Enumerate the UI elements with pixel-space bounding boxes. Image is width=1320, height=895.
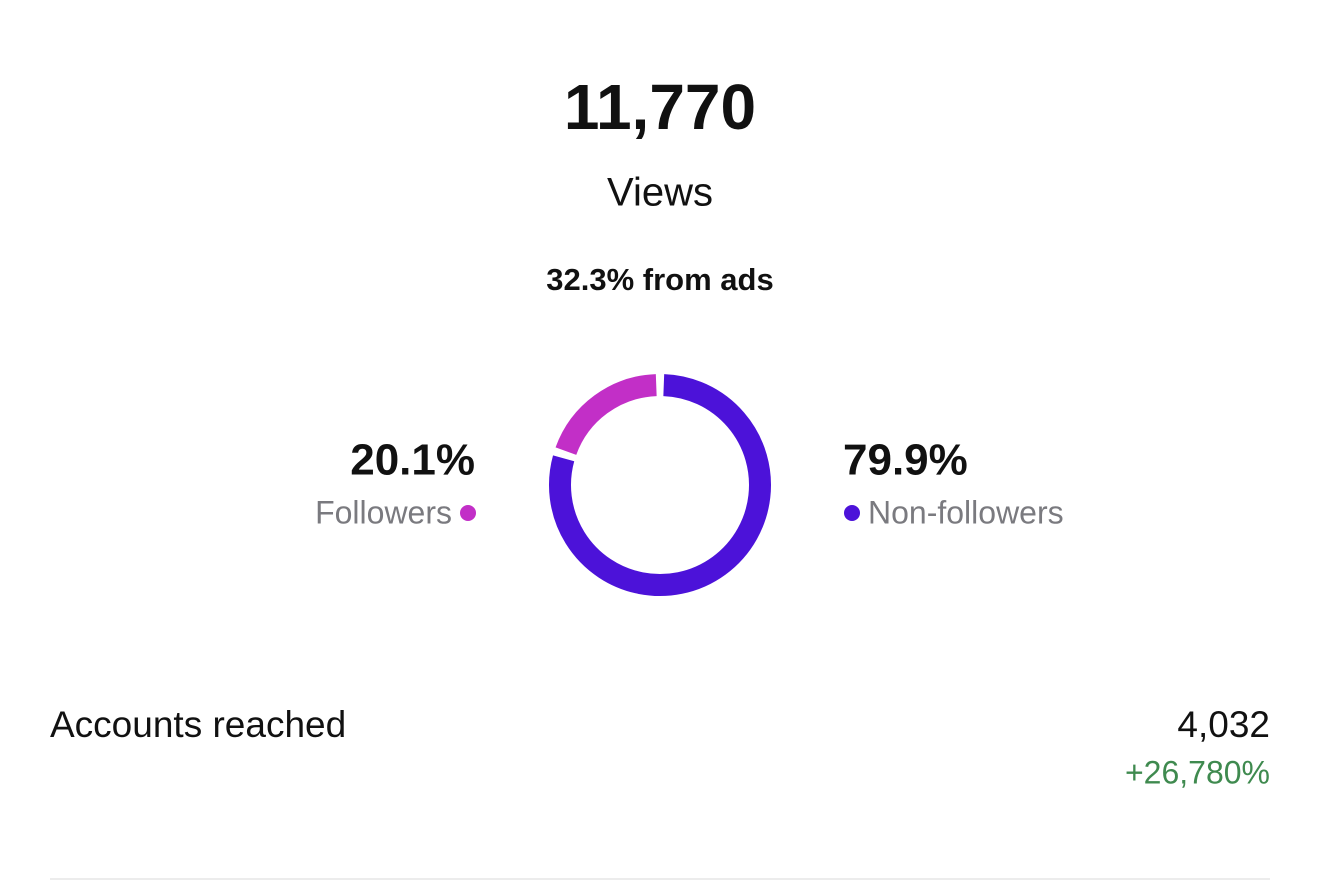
donut-chart [549, 374, 771, 596]
views-label: Views [607, 171, 713, 215]
legend-dot [460, 505, 476, 521]
followers-percent: 20.1% [350, 436, 475, 485]
legend-dot [844, 505, 860, 521]
donut-segment [555, 374, 657, 456]
ads-note: 32.3% from ads [546, 262, 773, 297]
non-followers-percent: 79.9% [843, 436, 968, 485]
metric-label: Accounts reached [50, 704, 346, 745]
metric-value: 4,032 [1177, 704, 1270, 745]
followers-label: Followers [315, 494, 452, 530]
non-followers-label: Non-followers [868, 494, 1064, 530]
views-count: 11,770 [564, 71, 756, 143]
metric-change: +26,780% [1125, 754, 1270, 790]
donut-segment [549, 374, 771, 596]
